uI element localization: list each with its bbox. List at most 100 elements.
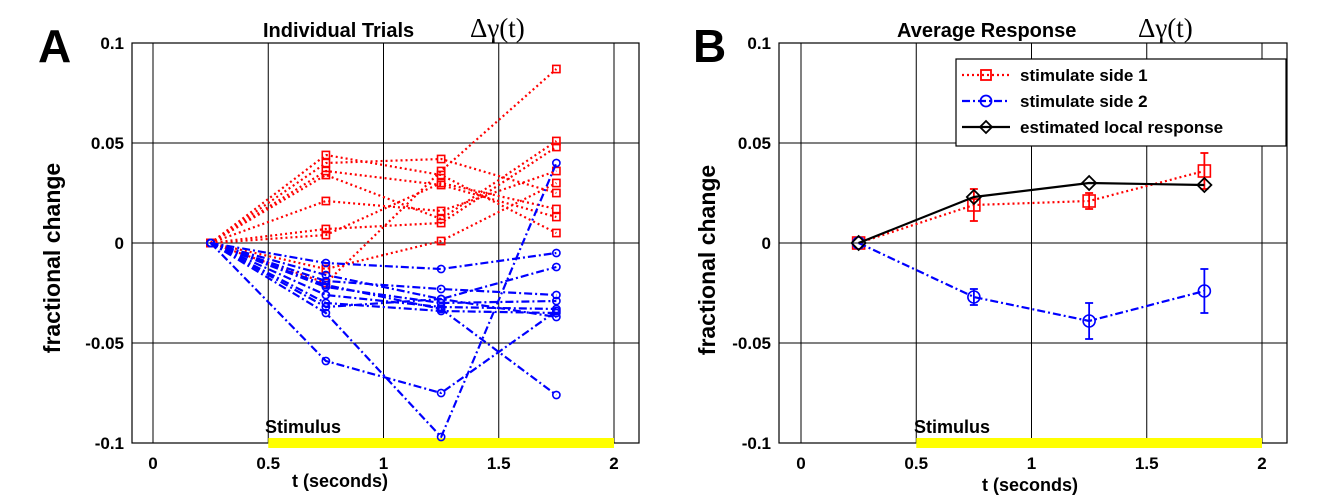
data-point — [436, 294, 446, 304]
data-point — [436, 388, 446, 398]
legend-entry-side2: stimulate side 2 — [962, 92, 1148, 111]
series-line — [210, 146, 557, 245]
x-tick-label: 1.5 — [1135, 454, 1159, 473]
data-point — [321, 196, 331, 206]
series-line — [210, 242, 557, 315]
series-line — [210, 241, 557, 301]
y-tick-label: 0.05 — [91, 134, 124, 153]
data-point — [321, 224, 331, 234]
x-tick-label: 1 — [379, 454, 388, 473]
data-point — [321, 276, 331, 286]
series-line — [210, 181, 557, 245]
y-axis-label-b: fractional change — [694, 165, 720, 355]
data-point — [436, 304, 446, 314]
data-point — [321, 158, 331, 168]
x-tick-label: 0 — [796, 454, 805, 473]
stimulus-bar — [916, 438, 1262, 448]
series-line — [210, 162, 558, 439]
data-point — [551, 142, 561, 152]
y-tick-label: 0 — [762, 234, 771, 253]
data-point — [551, 390, 561, 400]
data-point — [551, 158, 561, 168]
stimulus-bar-b — [916, 438, 1262, 448]
plot-area-a — [206, 64, 561, 442]
series-line — [858, 169, 1205, 245]
legend-label-side2: stimulate side 2 — [1020, 92, 1148, 111]
legend-box — [955, 58, 1287, 147]
data-point — [1082, 314, 1096, 328]
stimulus-label-b: Stimulus — [914, 417, 990, 437]
x-tick-label: 0.5 — [256, 454, 280, 473]
data-point — [551, 248, 561, 258]
panel-a: A Individual Trials Δγ(t) fractional cha… — [38, 13, 640, 491]
data-point — [206, 238, 216, 248]
series-line — [858, 181, 1205, 245]
data-point — [551, 204, 561, 214]
series-line — [210, 169, 557, 245]
data-point — [1196, 176, 1213, 194]
data-point — [1197, 284, 1212, 298]
data-point — [967, 198, 981, 212]
data-point — [321, 230, 331, 240]
panel-letter-b: B — [693, 20, 726, 72]
data-point — [965, 188, 983, 206]
data-point — [551, 228, 561, 238]
data-point — [321, 264, 331, 274]
plot-area-b — [850, 152, 1213, 340]
data-point — [321, 356, 331, 366]
x-axis-label-b: t (seconds) — [982, 475, 1078, 495]
x-tick-label: 0.5 — [904, 454, 928, 473]
y-tick-label: -0.05 — [732, 334, 771, 353]
stimulus-label-a: Stimulus — [265, 417, 341, 437]
data-point — [321, 170, 331, 180]
x-tick-label: 0 — [148, 454, 157, 473]
data-point — [436, 218, 446, 228]
panel-b: B Average Response Δγ(t) fractional chan… — [693, 13, 1288, 495]
chart-title-b: Average Response — [897, 20, 1076, 42]
legend-label-side1: stimulate side 1 — [1020, 66, 1148, 85]
data-point — [551, 306, 561, 316]
series-line — [209, 157, 557, 244]
data-point — [551, 290, 561, 300]
series-line — [858, 242, 1205, 323]
data-point — [551, 262, 561, 272]
data-point — [436, 166, 446, 176]
stimulus-bar — [268, 438, 614, 448]
data-point — [436, 264, 446, 274]
chart-title-math-b: Δγ(t) — [1138, 13, 1193, 43]
data-point — [967, 290, 981, 304]
legend-marker-circle — [979, 94, 993, 108]
stimulus-bar-a — [268, 438, 614, 448]
x-tick-label: 2 — [609, 454, 618, 473]
data-point — [436, 236, 446, 246]
series-line — [210, 169, 557, 244]
y-tick-label: 0.1 — [747, 34, 771, 53]
series-line — [210, 140, 557, 244]
chart-title-math-a: Δγ(t) — [470, 13, 525, 43]
panel-letter-a: A — [38, 20, 71, 72]
data-point — [436, 206, 446, 216]
legend-marker-diamond — [978, 119, 994, 135]
data-point — [321, 302, 331, 312]
data-point — [551, 136, 561, 146]
series-line — [209, 242, 558, 395]
data-point — [436, 284, 446, 294]
y-tick-label: -0.1 — [742, 434, 771, 453]
data-point — [551, 312, 561, 322]
data-point — [1080, 174, 1098, 192]
series-line — [210, 182, 557, 271]
y-tick-label: 0.1 — [100, 34, 124, 53]
x-tick-label: 1 — [1027, 454, 1036, 473]
y-axis-label-a: fractional change — [39, 163, 65, 353]
data-point — [850, 234, 867, 252]
x-axis-label-a: t (seconds) — [292, 471, 388, 491]
data-point — [321, 258, 331, 268]
data-point — [1082, 194, 1096, 208]
y-tick-label: -0.1 — [95, 434, 124, 453]
data-point — [551, 64, 561, 74]
chart-title-a: Individual Trials — [263, 20, 414, 42]
ticks-b: 0 0.5 1 1.5 2 -0.1 -0.05 0 0.05 0.1 — [732, 34, 1266, 473]
data-point — [551, 178, 561, 188]
y-tick-label: -0.05 — [85, 334, 124, 353]
